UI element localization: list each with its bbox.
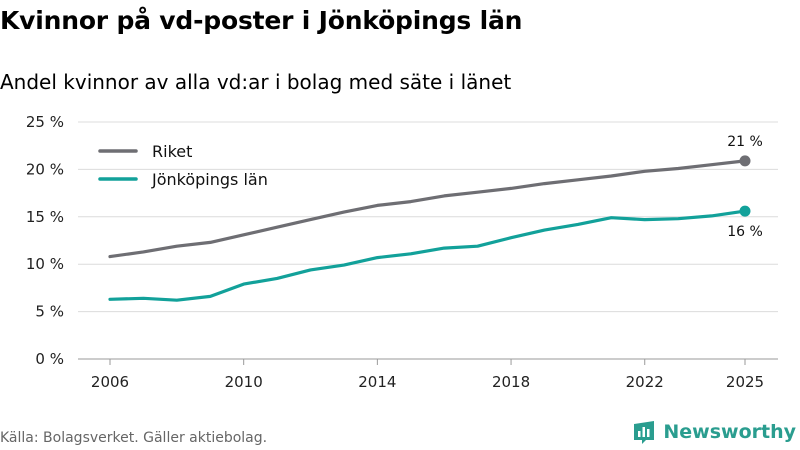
y-axis-tick-labels: 0 % 5 % 10 % 15 % 20 % 25 % <box>26 113 64 368</box>
gridlines <box>78 121 778 360</box>
legend-label: Jönköpings län <box>151 170 268 189</box>
bar-chart-icon <box>634 421 655 444</box>
series-line-riket <box>108 159 747 259</box>
end-value-label: 16 % <box>727 224 763 240</box>
series-line-lan <box>108 209 747 302</box>
end-point-marker <box>739 205 751 217</box>
x-axis: 2006 2010 2014 2018 2022 2025 <box>91 359 764 391</box>
x-tick-label: 2022 <box>626 373 664 391</box>
chart-subtitle: Andel kvinnor av alla vd:ar i bolag med … <box>0 70 512 94</box>
y-tick-label: 15 % <box>26 208 64 226</box>
brand-name: Newsworthy <box>663 421 796 443</box>
legend: Riket Jönköpings län <box>98 142 268 189</box>
legend-label: Riket <box>152 142 192 161</box>
y-tick-label: 10 % <box>26 255 64 273</box>
x-tick-label: 2025 <box>726 373 764 391</box>
y-tick-label: 25 % <box>26 113 64 131</box>
x-tick-label: 2006 <box>91 373 129 391</box>
y-tick-label: 5 % <box>35 303 64 321</box>
y-tick-label: 0 % <box>35 350 64 368</box>
x-tick-label: 2010 <box>225 373 263 391</box>
end-value-label: 21 % <box>727 134 763 150</box>
y-tick-label: 20 % <box>26 160 64 178</box>
brand-logo: Newsworthy <box>631 419 796 445</box>
x-tick-label: 2018 <box>492 373 530 391</box>
end-point-marker <box>739 155 751 167</box>
page-title: Kvinnor på vd-poster i Jönköpings län <box>0 6 523 35</box>
source-note: Källa: Bolagsverket. Gäller aktiebolag. <box>0 430 268 446</box>
x-tick-label: 2014 <box>358 373 396 391</box>
series-lines: 21 % 16 % <box>108 134 763 302</box>
line-chart: 0 %5 %10 %15 %20 %25 % 2006 2010 2014 2018 2… <box>26 113 778 391</box>
